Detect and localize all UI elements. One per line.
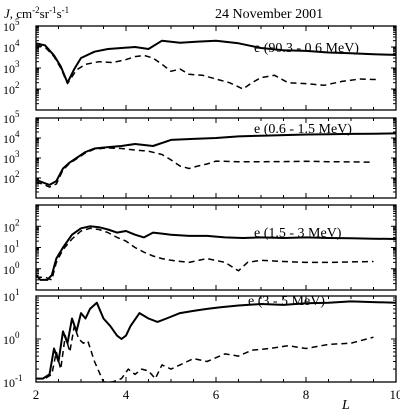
y-axis-label: J, cm-2sr-1s-1: [4, 5, 69, 21]
y-axis-label-j: J: [4, 6, 11, 21]
panel-2-ytick-label: 102: [3, 169, 20, 186]
panel-1-series-dashed: [36, 44, 379, 90]
y-axis-label-units: , cm: [10, 6, 32, 21]
panel-3-series-dashed: [36, 227, 374, 281]
x-axis-label: L: [341, 398, 350, 413]
panel-4-ytick-label: 100: [3, 330, 20, 347]
y-axis-label-exp3: -1: [62, 5, 70, 15]
y-axis-label-sr: sr: [40, 6, 50, 21]
panel-1: 102 103 104 105 e (90.3 - 0.6 MeV): [3, 17, 397, 111]
panel-1-ytick-label: 103: [3, 59, 20, 76]
panel-4-ytick-label: 101: [3, 287, 20, 304]
x-tick-label: 8: [303, 387, 310, 402]
panel-3-label: e (1.5 - 3 MeV): [254, 226, 342, 241]
panel-1-ytick-label: 102: [3, 80, 20, 97]
panel-2-ytick-label: 103: [3, 149, 20, 166]
panel-3-frame: [35, 204, 397, 291]
panel-1-ytick-label: 104: [3, 38, 20, 55]
panel-2-ytick-label: 104: [3, 129, 20, 146]
panel-4-series-solid: [36, 300, 396, 380]
panel-4-label: e (3 - 5 MeV): [248, 294, 325, 309]
y-axis-label-exp1: -2: [32, 5, 40, 15]
panel-1-series-solid: [36, 39, 396, 84]
x-tick-label: 6: [213, 387, 220, 402]
x-tick-label: 2: [33, 387, 40, 402]
panel-3-ytick-label: 100: [3, 260, 20, 277]
panel-3-ytick-label: 102: [3, 217, 20, 234]
panel-4-ytick-label: 10-1: [3, 373, 23, 390]
panel-2-label: e (0.6 - 1.5 MeV): [254, 122, 352, 137]
panel-1-ytick-label: 105: [3, 17, 20, 34]
panel-1-frame: [35, 25, 397, 111]
panel-1-label: e (90.3 - 0.6 MeV): [254, 41, 359, 56]
panel-4: 10-1 100 101 e (3 - 5 MeV): [3, 287, 397, 390]
panel-2-ytick-label: 105: [3, 109, 20, 126]
panel-3-ytick-label: 101: [3, 239, 20, 256]
panel-2-series-dashed: [36, 147, 374, 188]
y-axis-label-exp2: -1: [49, 5, 57, 15]
panel-4-series-dashed: [36, 325, 374, 382]
panel-2-series-solid: [36, 132, 396, 186]
panel-3-series-solid: [36, 225, 396, 281]
y-axis-label-s: s: [57, 6, 62, 21]
chart-title: 24 November 2001: [215, 7, 323, 22]
x-tick-label: 4: [123, 387, 130, 402]
panel-2: 102 103 104 105 e (0.6 - 1.5 MeV): [3, 109, 397, 199]
panel-3: 100 101 102 e (1.5 - 3 MeV): [3, 204, 397, 291]
x-tick-label: 10: [390, 387, 400, 402]
